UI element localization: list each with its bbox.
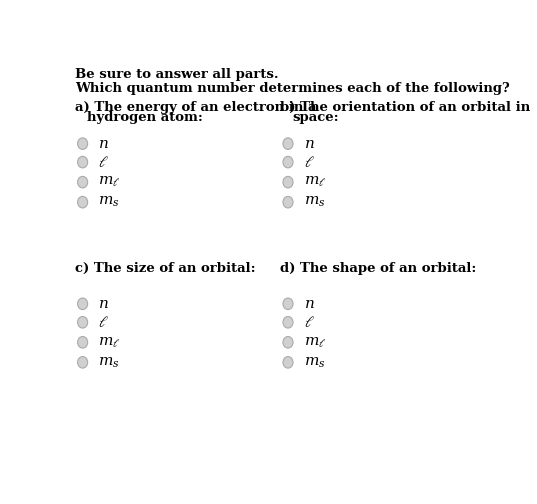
Ellipse shape (283, 317, 293, 328)
Text: $m_s$: $m_s$ (303, 195, 325, 209)
Text: $\ell$: $\ell$ (303, 315, 314, 330)
Text: a) The energy of an electron in a: a) The energy of an electron in a (75, 100, 316, 113)
Text: $m_\ell$: $m_\ell$ (98, 175, 121, 190)
Text: $n$: $n$ (303, 297, 314, 311)
Ellipse shape (77, 156, 88, 168)
Text: hydrogen atom:: hydrogen atom: (88, 111, 203, 124)
Text: $\ell$: $\ell$ (98, 315, 109, 330)
Ellipse shape (77, 317, 88, 328)
Text: c) The size of an orbital:: c) The size of an orbital: (75, 262, 256, 275)
Ellipse shape (283, 337, 293, 348)
Text: $\ell$: $\ell$ (98, 155, 109, 170)
Text: Be sure to answer all parts.: Be sure to answer all parts. (75, 68, 279, 81)
Text: $n$: $n$ (98, 137, 109, 151)
Text: $m_s$: $m_s$ (98, 355, 120, 369)
Text: $m_\ell$: $m_\ell$ (98, 335, 121, 349)
Ellipse shape (283, 197, 293, 208)
Ellipse shape (77, 176, 88, 188)
Ellipse shape (283, 356, 293, 368)
Text: $n$: $n$ (303, 137, 314, 151)
Ellipse shape (283, 138, 293, 149)
Ellipse shape (77, 356, 88, 368)
Ellipse shape (77, 298, 88, 309)
Text: $m_\ell$: $m_\ell$ (303, 175, 326, 190)
Text: space:: space: (293, 111, 339, 124)
Ellipse shape (283, 156, 293, 168)
Ellipse shape (77, 138, 88, 149)
Text: $m_s$: $m_s$ (303, 355, 325, 369)
Text: b) The orientation of an orbital in: b) The orientation of an orbital in (280, 100, 531, 113)
Ellipse shape (77, 197, 88, 208)
Ellipse shape (283, 176, 293, 188)
Text: $m_s$: $m_s$ (98, 195, 120, 209)
Text: $\ell$: $\ell$ (303, 155, 314, 170)
Text: $n$: $n$ (98, 297, 109, 311)
Ellipse shape (77, 337, 88, 348)
Text: d) The shape of an orbital:: d) The shape of an orbital: (280, 262, 477, 275)
Text: $m_\ell$: $m_\ell$ (303, 335, 326, 349)
Ellipse shape (283, 298, 293, 309)
Text: Which quantum number determines each of the following?: Which quantum number determines each of … (75, 82, 510, 95)
